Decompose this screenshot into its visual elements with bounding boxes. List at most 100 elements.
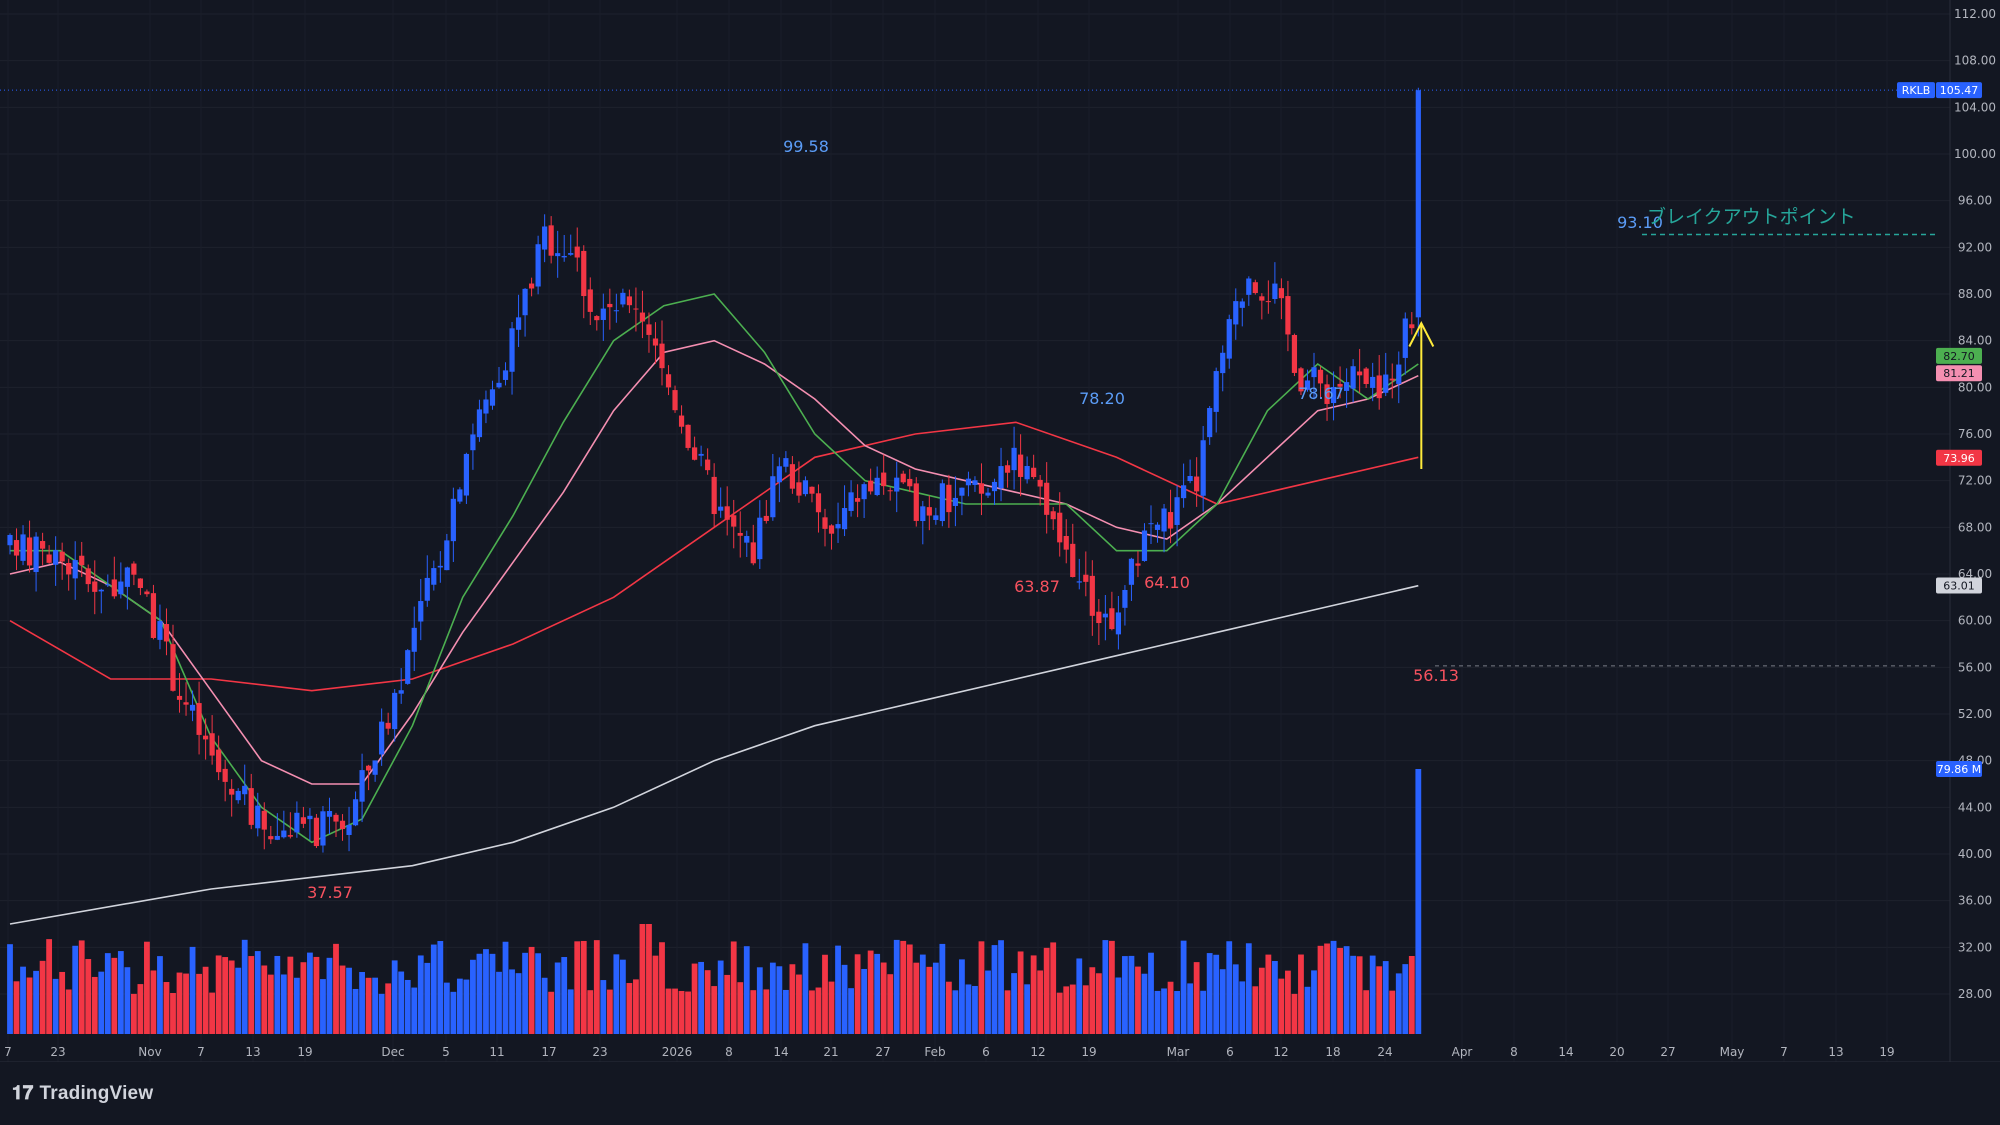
volume-bar — [1206, 953, 1213, 1034]
candle — [418, 578, 424, 641]
candle-body — [1409, 324, 1415, 329]
candle — [1285, 280, 1291, 352]
candle — [1089, 560, 1095, 636]
x-tick-label: 7 — [1780, 1045, 1788, 1059]
volume-bar — [965, 984, 972, 1034]
volume-bar — [541, 977, 548, 1034]
tradingview-logo[interactable]: 𝟏𝟕 TradingView — [12, 1083, 154, 1104]
candle — [789, 456, 795, 494]
y-tick-label: 44.00 — [1958, 800, 1992, 814]
candle-body — [1174, 497, 1180, 525]
breakout-arrow-head — [1408, 320, 1435, 347]
volume-bar — [417, 955, 424, 1034]
candle — [470, 423, 476, 470]
candle — [281, 810, 287, 839]
candle — [574, 227, 580, 272]
candle — [66, 558, 72, 591]
volume-bar — [919, 954, 926, 1034]
price-chart[interactable]: 99.58 78.20 78.67 93.10 37.57 63.87 64.10 56.13… — [0, 0, 2000, 1062]
candle — [1200, 425, 1206, 512]
candle — [1330, 371, 1337, 421]
x-tick-label: 2026 — [662, 1045, 693, 1059]
candle — [1220, 345, 1226, 392]
volume-bar — [561, 957, 568, 1034]
volume-bar — [665, 988, 672, 1034]
volume-bar — [502, 941, 509, 1034]
candle — [581, 245, 587, 319]
candle-body — [1246, 278, 1252, 295]
price-tag-value: 63.01 — [1943, 580, 1975, 593]
candle-body — [1148, 523, 1154, 525]
candle — [98, 588, 104, 614]
candle-body — [776, 466, 782, 483]
volume-bar — [1076, 958, 1083, 1034]
volume-bar — [144, 941, 150, 1034]
annotation-low: 56.13 — [1413, 666, 1459, 685]
candle-body — [287, 835, 293, 837]
candle — [1167, 489, 1174, 544]
candle-body — [822, 517, 828, 529]
volume-bar — [1043, 947, 1050, 1034]
candle-body — [379, 721, 385, 755]
volume-bar — [170, 992, 176, 1034]
candle-body — [1161, 508, 1167, 532]
candle-body — [1154, 524, 1161, 530]
time-axis[interactable]: 7 23 Nov 7 13 19 Dec 5 11 17 23 2026 8 14 21 27 Feb 6 12 19… — [4, 1045, 1894, 1059]
volume-bar — [1102, 940, 1109, 1034]
candle — [163, 608, 170, 656]
candle-body — [489, 389, 496, 406]
x-tick-label: May — [1720, 1045, 1745, 1059]
candle — [359, 753, 365, 823]
candle-body — [548, 225, 554, 256]
candle-body — [594, 316, 600, 321]
volume-bar — [300, 962, 307, 1034]
candle-body — [613, 310, 619, 312]
candle — [1324, 374, 1330, 421]
ticker-tag-bg — [1897, 82, 1935, 99]
candle — [496, 367, 502, 389]
volume-bar — [685, 991, 691, 1034]
candle-body — [1063, 535, 1069, 550]
candle-body — [261, 810, 267, 830]
volume-bar — [926, 966, 933, 1034]
candle — [20, 525, 26, 566]
volume-bar — [52, 978, 59, 1034]
candle-body — [1344, 382, 1350, 391]
candle — [529, 277, 535, 297]
volume-bar — [411, 987, 418, 1034]
candle-body — [809, 486, 815, 494]
candle-body — [1050, 511, 1056, 520]
candle-body — [470, 434, 476, 451]
candle-body — [281, 830, 287, 838]
volume-bar — [104, 953, 111, 1034]
candle — [920, 500, 926, 545]
y-tick-label: 76.00 — [1958, 427, 1992, 441]
candle — [176, 673, 183, 713]
candle — [1252, 279, 1258, 295]
candle — [835, 502, 841, 543]
candle-body — [7, 534, 13, 546]
annotation-low: 64.10 — [1144, 573, 1190, 592]
volume-bar — [1389, 990, 1396, 1034]
candle — [46, 545, 52, 564]
volume-bar — [352, 988, 359, 1034]
annotation-low: 63.87 — [1014, 577, 1060, 596]
candle-body — [1265, 301, 1271, 303]
candle — [959, 487, 965, 516]
candle-body — [313, 817, 320, 847]
candle — [881, 454, 887, 495]
candle-body — [620, 292, 626, 305]
x-tick-label: 6 — [982, 1045, 990, 1059]
volume-bar — [476, 953, 483, 1034]
volume-bar — [906, 944, 913, 1034]
price-axis[interactable]: 112.00 108.00 104.00 100.00 96.00 92.00 88.00 8… — [1954, 7, 1996, 1001]
candle — [1181, 463, 1187, 508]
volume-bar — [1363, 990, 1370, 1034]
y-tick-label: 56.00 — [1958, 660, 1992, 674]
volume-bar — [339, 965, 346, 1034]
candle-body — [639, 312, 646, 322]
price-tag: 81.21 — [1936, 365, 1982, 382]
candle-body — [268, 836, 274, 840]
volume-bar — [359, 972, 365, 1034]
price-tag-value: 82.70 — [1943, 350, 1975, 363]
